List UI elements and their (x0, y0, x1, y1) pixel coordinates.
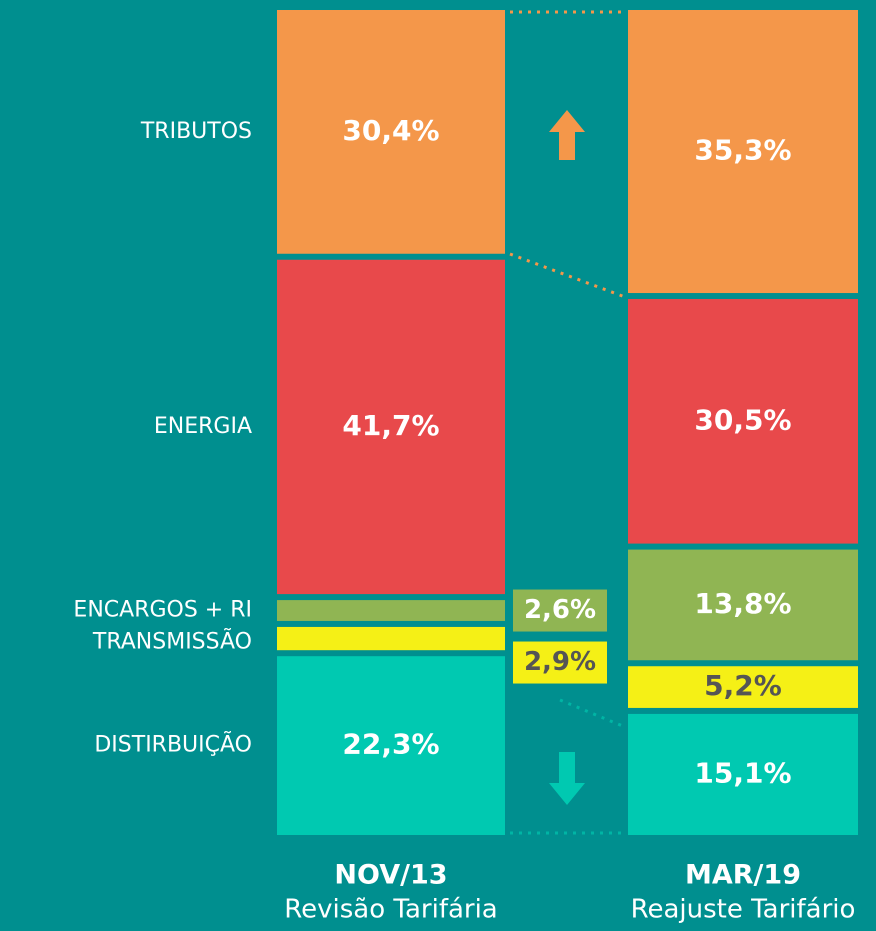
bar-segment (628, 666, 858, 708)
value-label: 5,2% (704, 669, 782, 702)
connectors (509, 10, 626, 835)
value-label: 30,5% (694, 403, 791, 436)
bar-segment (628, 713, 858, 835)
bar-segment (277, 10, 505, 254)
down-arrow (549, 752, 585, 805)
bar-segment (277, 656, 505, 835)
x-tick-label: NOV/13 (334, 860, 447, 891)
bar-segment (277, 259, 505, 595)
value-label: 2,6% (524, 595, 596, 625)
bar-segment (277, 626, 505, 651)
legend-label: ENCARGOS + RI (73, 598, 252, 623)
x-tick-sublabel: Reajuste Tarifário (631, 895, 856, 925)
bar-segment (628, 299, 858, 544)
x-tick-label: MAR/19 (685, 860, 801, 891)
value-label: 41,7% (342, 409, 439, 442)
legend-label: TRANSMISSÃO (92, 628, 252, 655)
value-label: 13,8% (694, 587, 791, 620)
value-label: 35,3% (694, 134, 791, 167)
value-label: 22,3% (342, 728, 439, 761)
connector (509, 252, 626, 299)
connector (559, 698, 626, 729)
legend-label: ENERGIA (154, 414, 252, 439)
up-arrow (549, 110, 585, 160)
value-label: 2,9% (524, 647, 596, 677)
bar-segment (628, 10, 858, 294)
value-label-box (513, 641, 607, 684)
bar-segment (628, 549, 858, 661)
value-label: 30,4% (342, 114, 439, 147)
legend-label: TRIBUTOS (140, 119, 252, 144)
value-label: 15,1% (694, 756, 791, 789)
bar-segment (277, 600, 505, 621)
x-tick-sublabel: Revisão Tarifária (284, 895, 498, 925)
value-label-box (513, 589, 607, 632)
legend-label: DISTIRBUIÇÃO (94, 731, 252, 758)
